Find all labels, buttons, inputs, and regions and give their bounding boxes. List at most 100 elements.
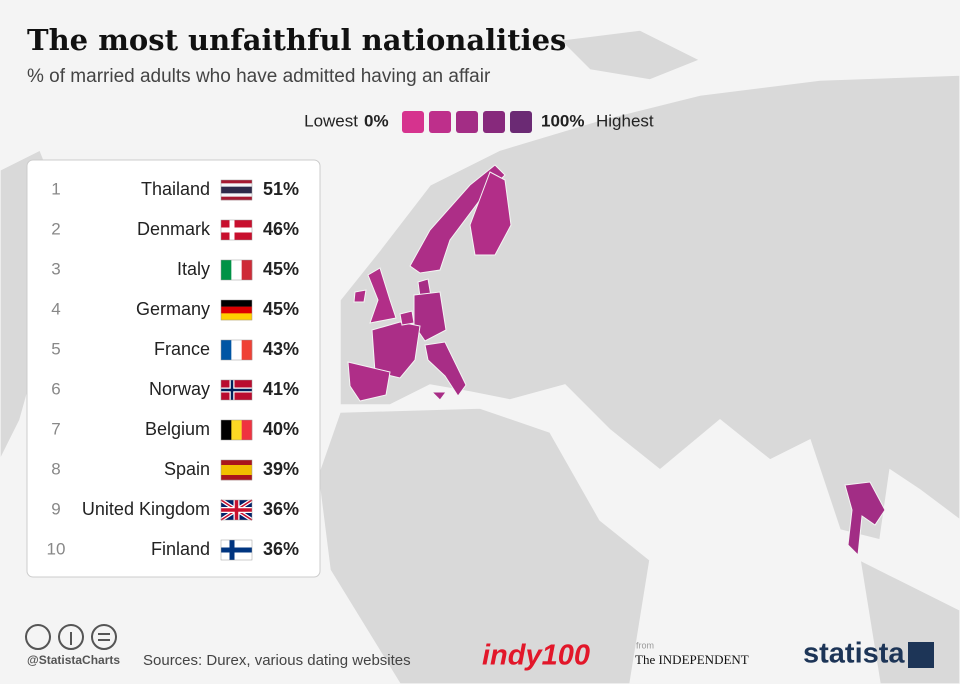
country-shape xyxy=(347,361,391,402)
flag xyxy=(219,498,254,522)
land xyxy=(317,407,651,684)
legend-low-value: 0% xyxy=(364,111,389,130)
flag-border xyxy=(220,339,253,361)
cc-icon xyxy=(25,624,51,650)
legend-high-label: Highest xyxy=(596,111,654,130)
flag-stripe xyxy=(221,260,232,280)
flag-border xyxy=(220,259,253,281)
license-icons xyxy=(25,624,117,650)
flag-stripe xyxy=(221,475,252,481)
value: 45% xyxy=(263,299,299,319)
flag-stripe xyxy=(231,260,242,280)
source: Sources: Durex, various dating websites xyxy=(143,652,411,669)
flag xyxy=(220,339,253,361)
flag xyxy=(220,299,253,321)
rank: 7 xyxy=(51,419,60,438)
flag-stripe xyxy=(231,340,242,360)
rank: 4 xyxy=(51,299,60,318)
value: 36% xyxy=(263,539,299,559)
legend-swatch xyxy=(483,111,505,133)
flag-border xyxy=(220,179,253,201)
flag xyxy=(220,539,253,561)
subtitle: % of married adults who have admitted ha… xyxy=(27,66,491,87)
rank: 2 xyxy=(51,219,60,238)
brand-icon xyxy=(908,642,934,668)
flag xyxy=(220,259,253,281)
ranking-rows: 1 Thailand 51% 2 Denmark 46% 3 Italy 45% 4 Germany… xyxy=(47,179,299,561)
flag-stripe xyxy=(221,306,252,314)
land xyxy=(859,558,960,684)
flag xyxy=(220,459,253,481)
flag-stripe xyxy=(221,183,252,187)
title: The most unfaithful nationalities xyxy=(27,23,566,57)
rank: 8 xyxy=(51,459,60,478)
value: 41% xyxy=(263,379,299,399)
legend-low-label: Lowest xyxy=(304,111,358,130)
country-shape xyxy=(399,310,415,326)
flag xyxy=(220,219,253,241)
land xyxy=(558,29,702,81)
flag-cross xyxy=(221,500,252,520)
country-shape xyxy=(844,481,886,557)
value: 45% xyxy=(263,259,299,279)
brand-logo: statista xyxy=(803,638,905,670)
country-shape xyxy=(367,267,397,324)
country: Spain xyxy=(164,459,210,479)
flag-border xyxy=(220,459,253,481)
flag-border xyxy=(220,419,253,441)
rank: 6 xyxy=(51,379,60,398)
rank: 10 xyxy=(47,539,66,558)
flag-border xyxy=(220,379,253,401)
flag xyxy=(220,179,253,201)
flag-stripe xyxy=(221,313,252,321)
flag-stripe xyxy=(221,180,252,184)
country-shape xyxy=(430,391,447,401)
country: Finland xyxy=(151,539,210,559)
by-icon xyxy=(58,624,84,650)
flag-stripe xyxy=(221,420,232,440)
country: Germany xyxy=(136,299,210,319)
flag-stripe xyxy=(221,190,252,194)
flag-stripe xyxy=(241,420,253,440)
partner-logo: indy100 xyxy=(482,640,590,672)
legend-swatch xyxy=(510,111,532,133)
flag-cross xyxy=(221,388,252,392)
value: 36% xyxy=(263,499,299,519)
highlighted-countries xyxy=(347,164,886,557)
flag-stripe xyxy=(241,340,253,360)
country-shape xyxy=(424,341,467,397)
value: 39% xyxy=(263,459,299,479)
flag-border xyxy=(220,539,253,561)
nd-icon xyxy=(91,624,117,650)
flag-stripe xyxy=(221,465,252,471)
legend-swatches xyxy=(402,111,532,133)
flag-stripe xyxy=(221,196,252,201)
country-shape xyxy=(469,171,512,256)
value: 46% xyxy=(263,219,299,239)
flag-stripe xyxy=(221,300,252,307)
country: Italy xyxy=(177,259,210,279)
legend-swatch xyxy=(429,111,451,133)
handle: @StatistaCharts xyxy=(27,653,120,667)
from-label: from xyxy=(636,640,654,650)
country: Norway xyxy=(149,379,210,399)
flag-border xyxy=(220,499,253,521)
flag-stripe xyxy=(221,193,252,197)
country-shape xyxy=(353,289,367,303)
rank: 3 xyxy=(51,259,60,278)
rank: 5 xyxy=(51,339,60,358)
flag-stripe xyxy=(231,420,242,440)
legend: Lowest 0% 100% Highest xyxy=(304,111,654,133)
value: 51% xyxy=(263,179,299,199)
flag xyxy=(220,379,253,401)
legend-swatch xyxy=(402,111,424,133)
flag-border xyxy=(220,299,253,321)
country: Thailand xyxy=(141,179,210,199)
flag-stripe xyxy=(221,470,252,476)
legend-high-value: 100% xyxy=(541,111,584,130)
rank: 1 xyxy=(51,179,60,198)
value: 43% xyxy=(263,339,299,359)
flag xyxy=(220,419,253,441)
flag-stripe xyxy=(221,460,252,466)
